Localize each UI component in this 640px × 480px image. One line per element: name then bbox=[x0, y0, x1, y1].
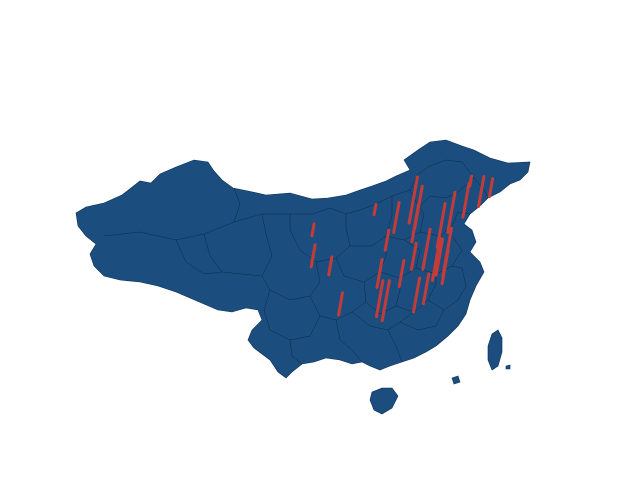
land-layer bbox=[75, 139, 531, 415]
bar-sichuan bbox=[309, 243, 317, 269]
coastal-islet bbox=[451, 375, 461, 385]
hainan-island bbox=[369, 387, 399, 415]
bar-jiangsu-b bbox=[434, 237, 445, 277]
mainland-china bbox=[75, 139, 531, 379]
bar-guangdong-a bbox=[375, 279, 385, 319]
province-borders bbox=[103, 159, 489, 365]
bar-heilongjiang-b bbox=[468, 174, 474, 188]
bar-shandong-a bbox=[410, 202, 421, 244]
bar-liaoning-b bbox=[446, 190, 457, 234]
bar-henan bbox=[383, 228, 391, 252]
bar-liaoning-a bbox=[461, 181, 471, 219]
bar-fujian-b bbox=[412, 276, 422, 314]
bar-beijing bbox=[407, 175, 419, 225]
bar-zhejiang bbox=[431, 236, 442, 282]
bar-gansu bbox=[310, 222, 316, 238]
bar-heilongjiang-a bbox=[487, 177, 495, 199]
bar-jilin bbox=[477, 175, 486, 208]
coastal-islet bbox=[505, 364, 511, 370]
bar-hebei bbox=[392, 201, 401, 234]
bar-inner-mongolia bbox=[372, 203, 378, 217]
bar-ningbo bbox=[440, 248, 450, 286]
bar-anhui bbox=[410, 241, 418, 271]
value-bars bbox=[309, 174, 495, 323]
bar-hunan bbox=[375, 257, 384, 289]
taiwan-island bbox=[487, 329, 503, 371]
bar-jiangxi bbox=[397, 259, 406, 288]
bar-fujian-a bbox=[421, 272, 431, 306]
bar-guangxi bbox=[337, 291, 344, 317]
bar-chongqing bbox=[327, 255, 334, 277]
bar-guangdong-b bbox=[380, 279, 391, 323]
bar-jiangsu-a bbox=[421, 227, 432, 271]
